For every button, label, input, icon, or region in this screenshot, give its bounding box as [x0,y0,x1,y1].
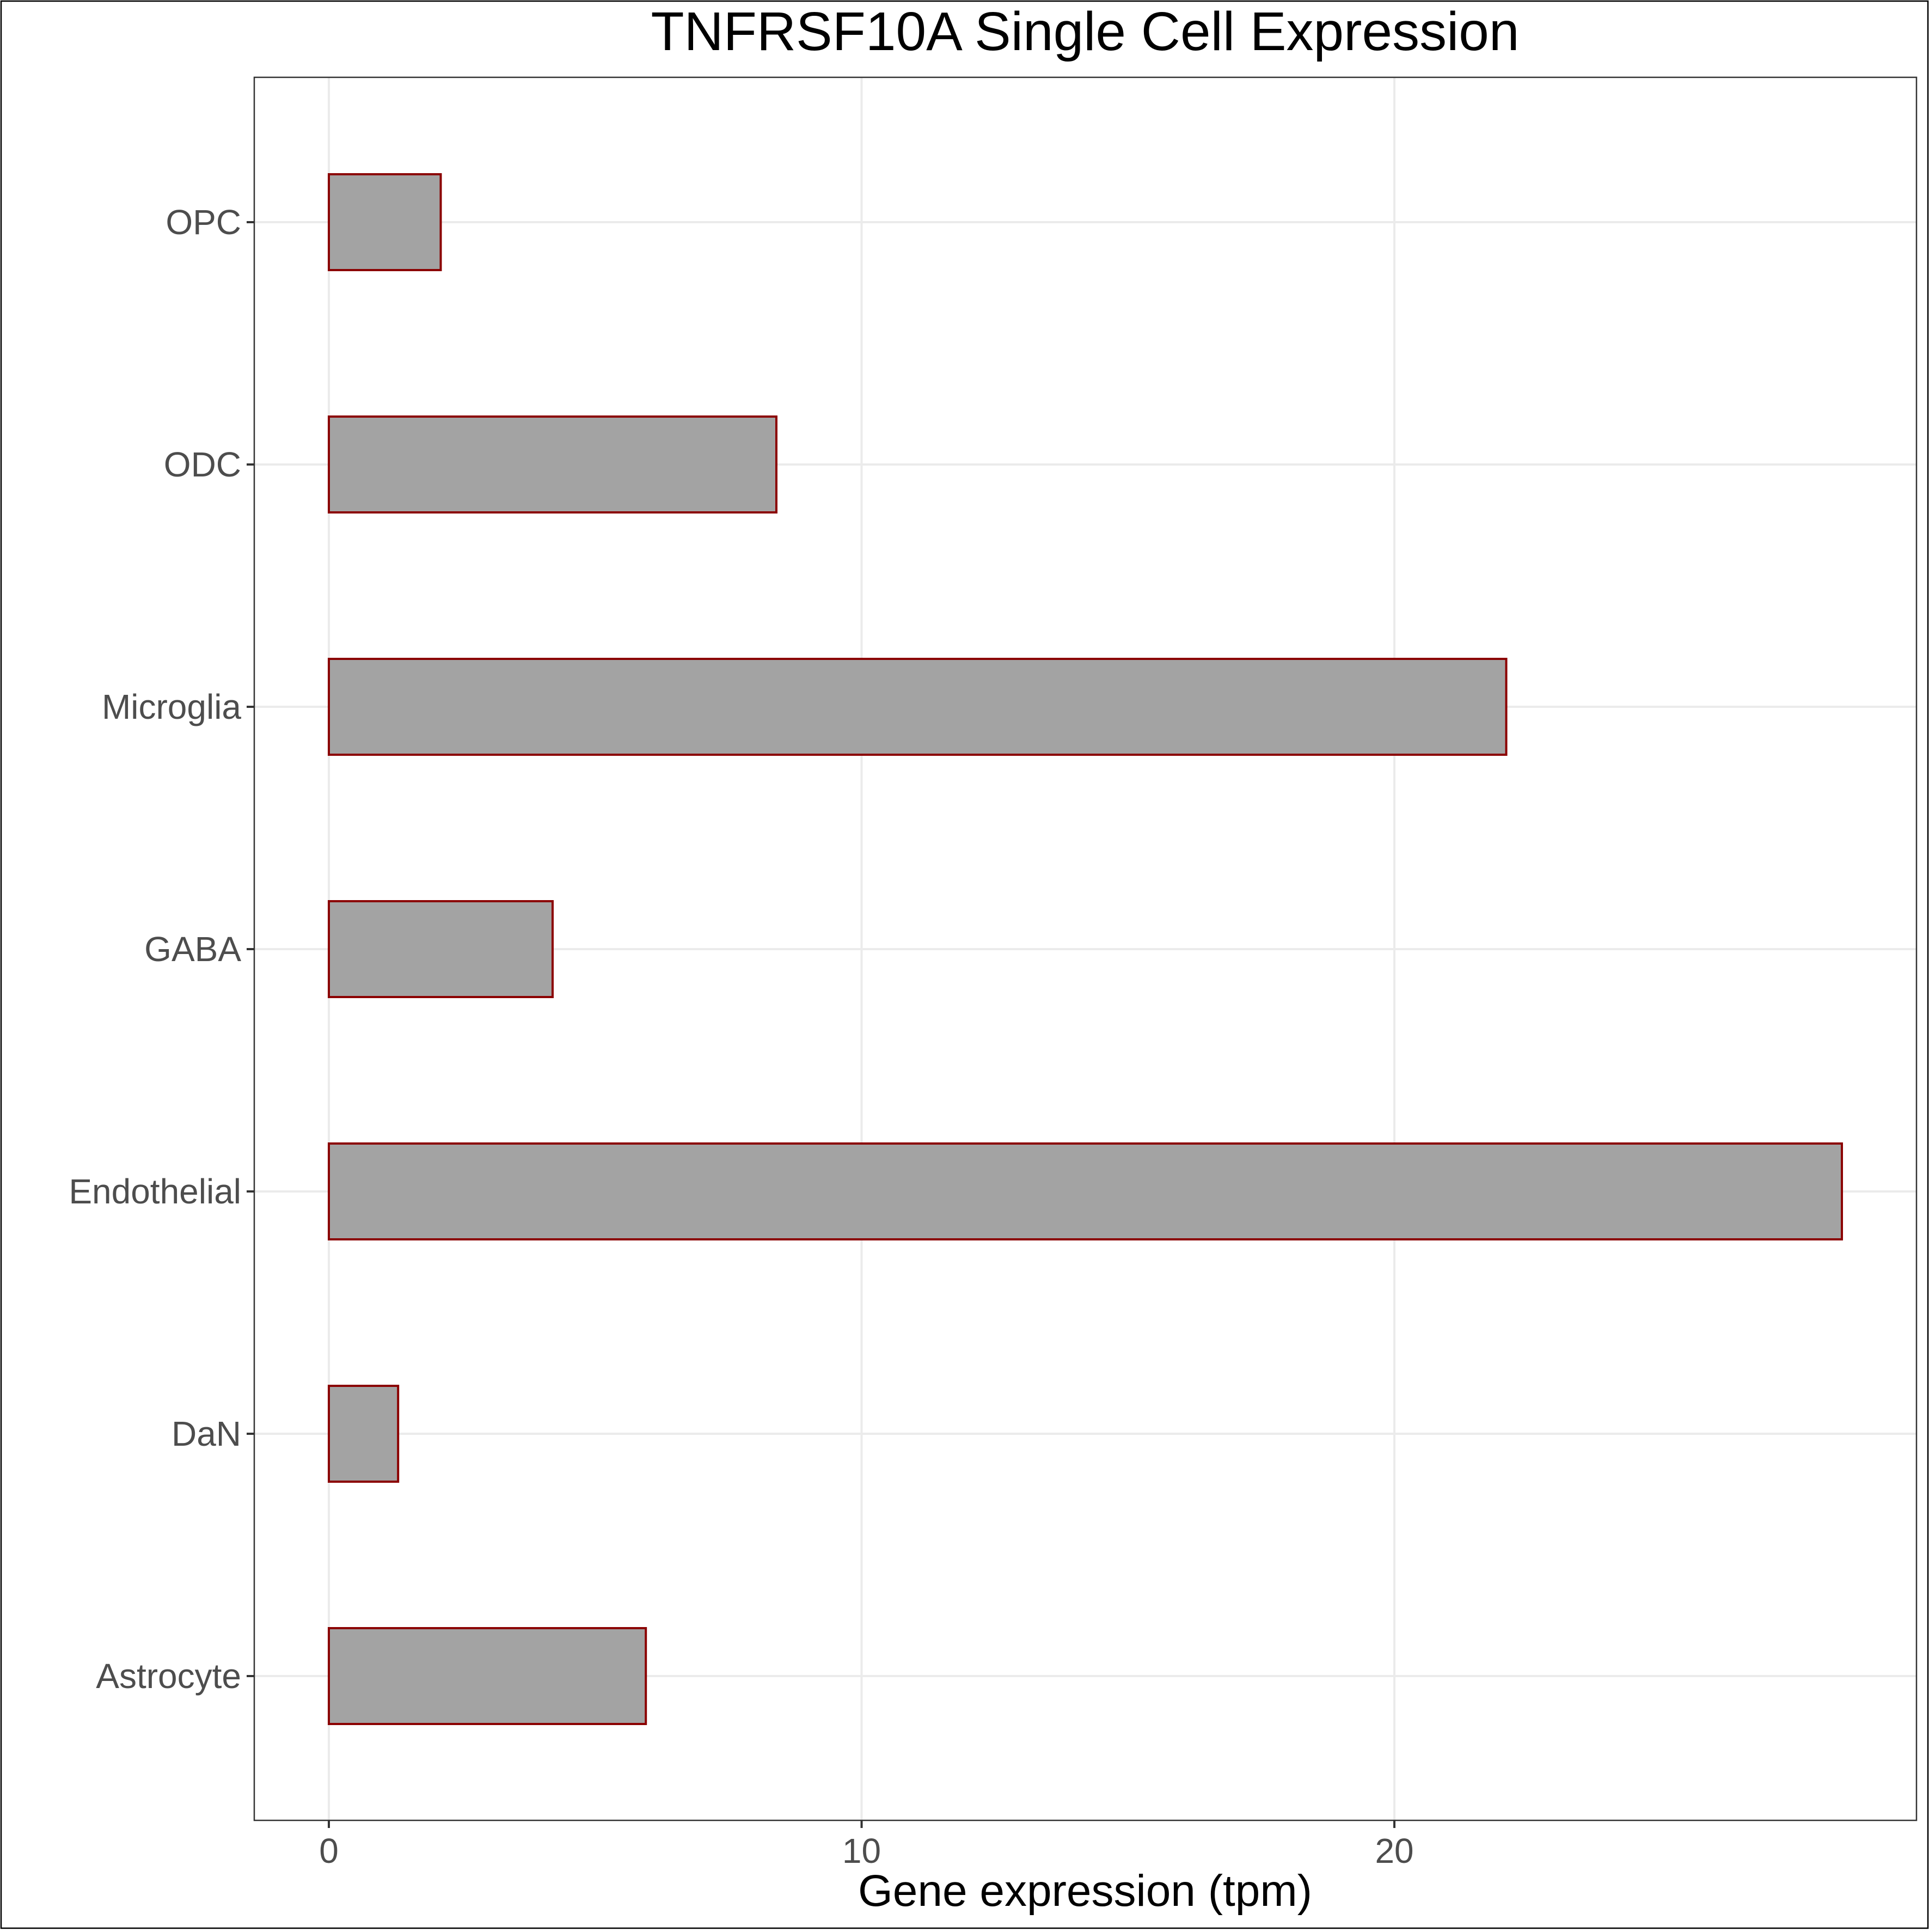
tick-labels: 0 10 20 Astrocyte DaN Endothelial GABA Microgli… [69,203,1413,1870]
x-tick-label: 20 [1375,1831,1413,1870]
x-tick-label: 0 [319,1831,339,1870]
bar-endothelial [327,1142,1844,1240]
x-axis-label: Gene expression (tpm) [858,1866,1312,1916]
bar-dan [327,1385,400,1483]
bar-opc [327,173,442,271]
y-tick-label: GABA [144,930,241,969]
bar-astrocyte [327,1627,647,1725]
y-tick-label: ODC [164,445,241,484]
y-tick-label: Endothelial [69,1172,241,1211]
y-tick-label: Microglia [102,687,241,726]
y-tick-label: DaN [172,1414,241,1453]
bar-microglia [327,658,1508,756]
bars [327,173,1844,1725]
y-tick-label: Astrocyte [96,1656,241,1696]
chart-title: TNFRSF10A Single Cell Expression [651,1,1519,62]
axis-ticks [247,221,1396,1828]
bar-odc [327,415,777,513]
x-tick-label: 10 [842,1831,881,1870]
y-tick-label: OPC [166,203,241,242]
bar-gaba [327,900,554,998]
